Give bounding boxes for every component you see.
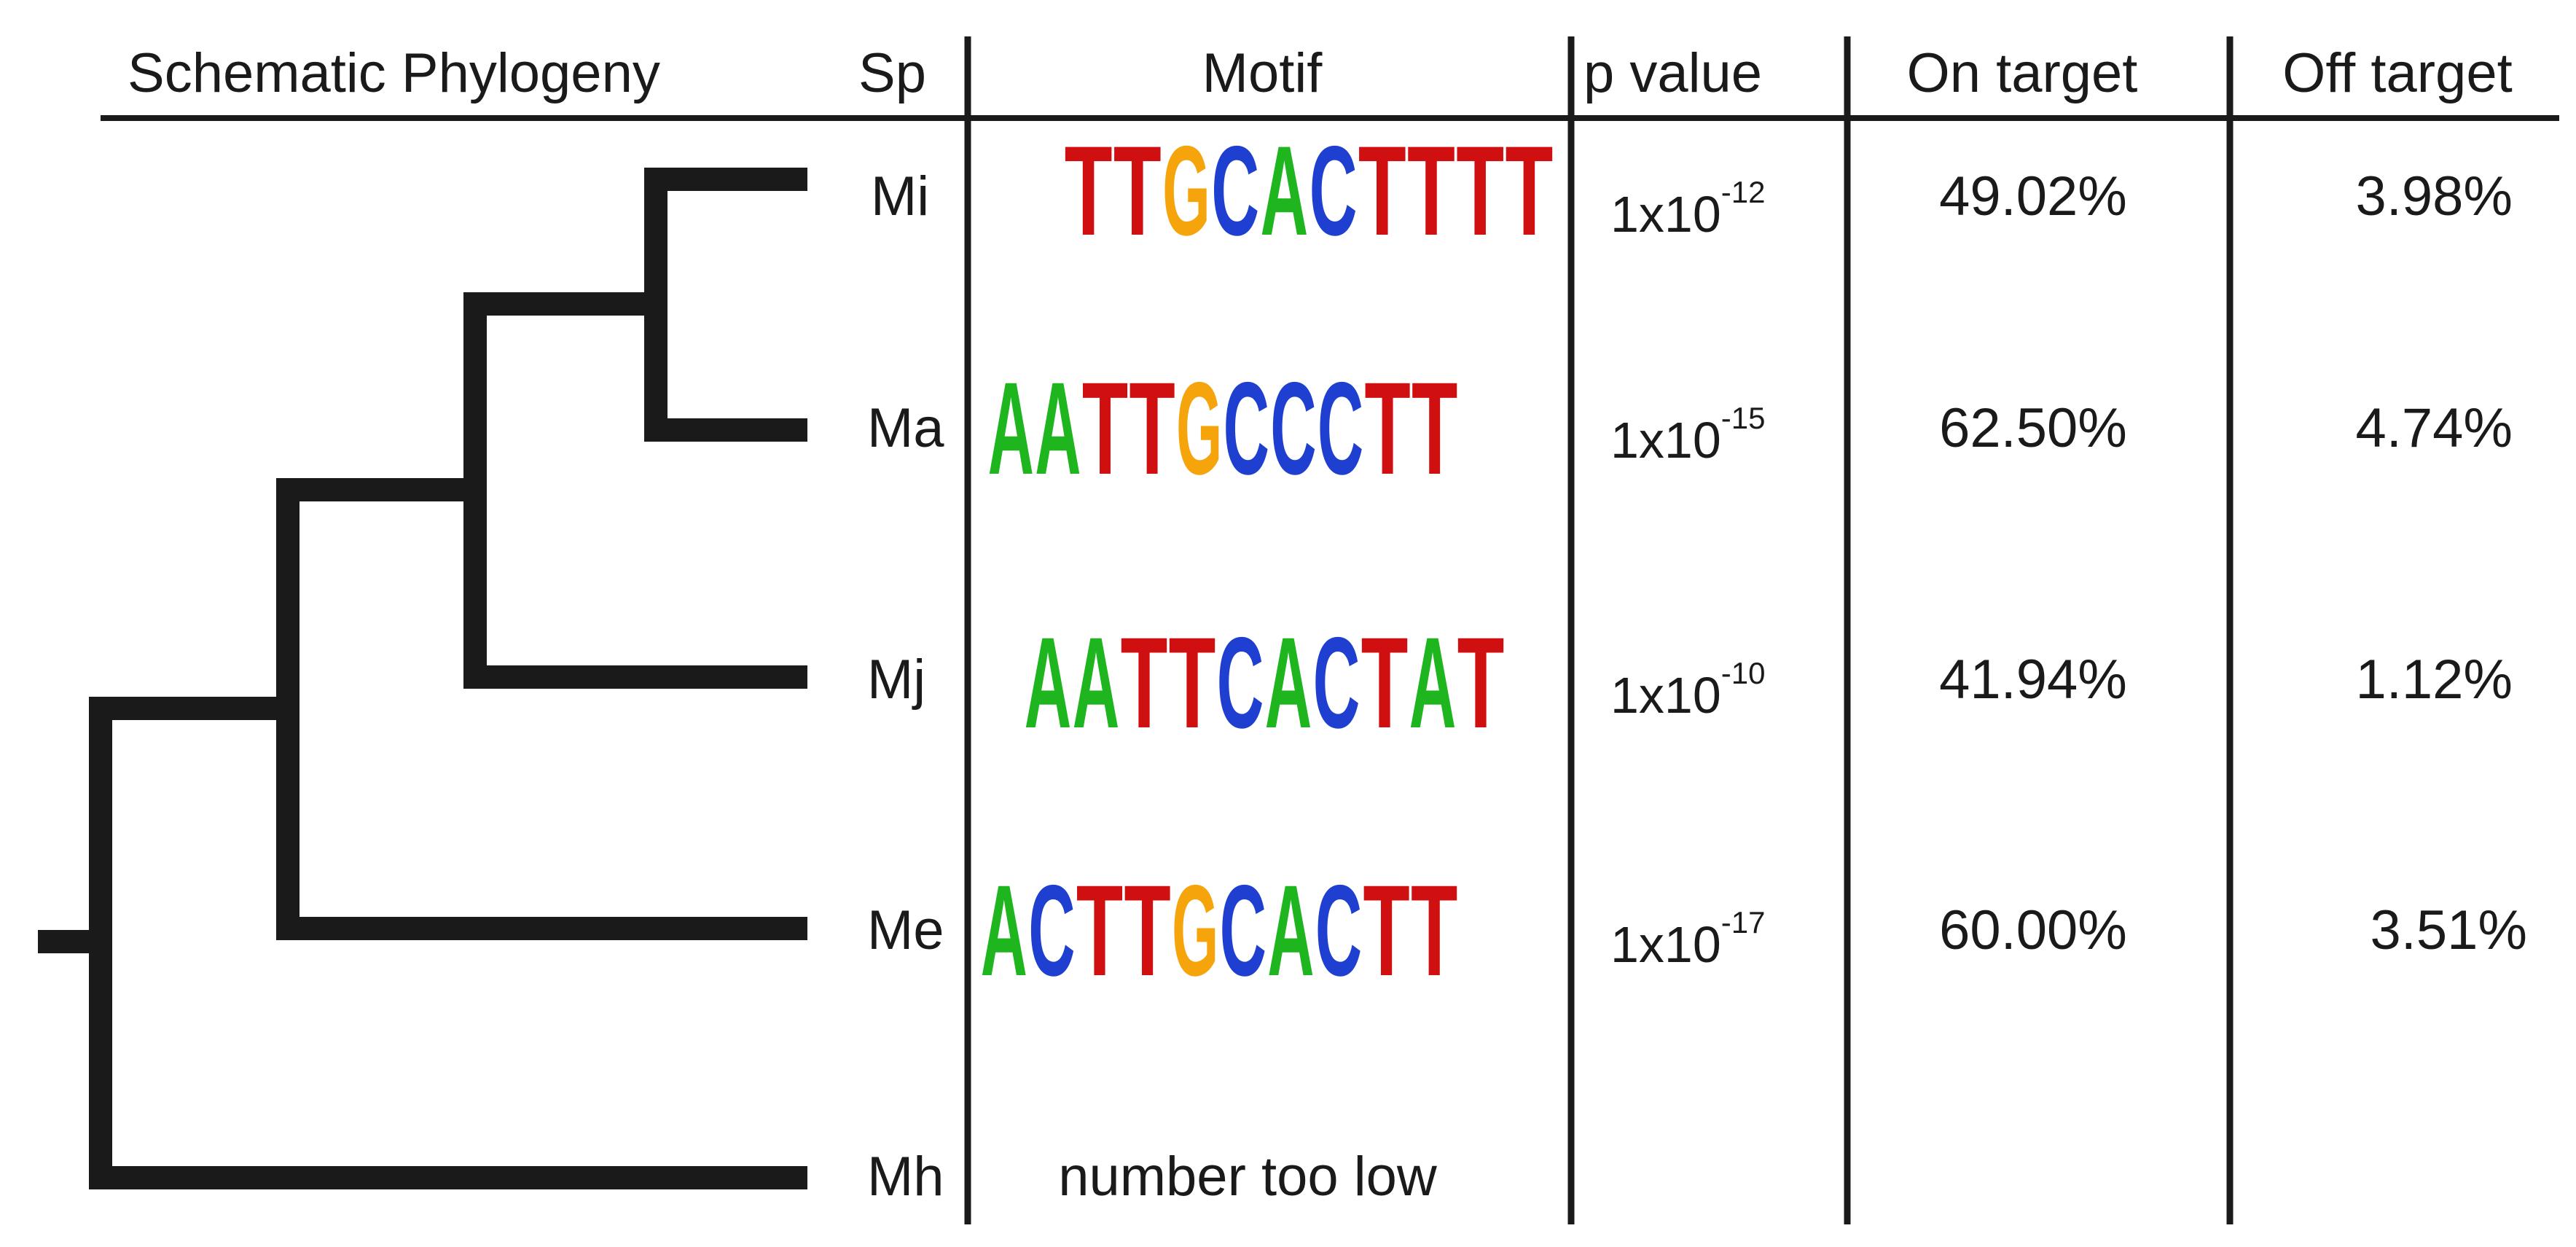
header-phylogeny: Schematic Phylogeny xyxy=(128,42,660,104)
motif-letter: T xyxy=(1364,356,1410,502)
motif-letter: G xyxy=(1176,354,1222,501)
pvalue-base: 1x10 xyxy=(1610,412,1721,469)
on-target-ma: 62.50% xyxy=(1939,397,2127,459)
motif-letter: T xyxy=(1412,356,1457,502)
motif-letter: C xyxy=(1224,356,1269,502)
motif-letter: T xyxy=(1411,858,1457,1002)
motif-letter: T xyxy=(1113,119,1162,262)
pvalue-exponent: -12 xyxy=(1721,175,1766,209)
pvalue-ma: 1x10-15 xyxy=(1610,401,1766,469)
motif-letter: T xyxy=(1082,356,1128,502)
off-target-ma: 4.74% xyxy=(2356,397,2513,459)
pvalue-base: 1x10 xyxy=(1610,916,1721,973)
motif-letter: A xyxy=(1409,611,1457,755)
motif-letter: G xyxy=(1172,859,1218,1003)
species-label-mh: Mh xyxy=(867,1146,944,1208)
pvalue-exponent: -15 xyxy=(1721,401,1766,435)
motif-letter: C xyxy=(1309,120,1358,262)
motif-letter: C xyxy=(1313,611,1361,755)
motif-letter: C xyxy=(1270,356,1316,502)
motif-letter: C xyxy=(1220,858,1267,1003)
pvalue-base: 1x10 xyxy=(1610,186,1721,243)
species-label-ma: Ma xyxy=(867,397,944,459)
on-target-me: 60.00% xyxy=(1939,899,2127,961)
species-label-mi: Mi xyxy=(871,165,929,227)
motif-note-mh: number too low xyxy=(1058,1146,1438,1208)
header-off-target: Off target xyxy=(2282,42,2512,104)
motif-letter: C xyxy=(1315,858,1362,1003)
motif-letter: T xyxy=(1358,119,1406,262)
motif-letter: T xyxy=(1121,611,1168,756)
motif-letter: A xyxy=(1265,611,1312,755)
header-species: Sp xyxy=(858,42,926,104)
on-target-mi: 49.02% xyxy=(1939,165,2127,227)
off-target-mj: 1.12% xyxy=(2356,649,2513,711)
motif-letter: A xyxy=(1025,611,1072,755)
motif-letter: C xyxy=(1318,356,1363,502)
pvalue-exponent: -17 xyxy=(1721,905,1766,939)
motif-letter: A xyxy=(1267,858,1314,1003)
motif-letter: T xyxy=(1457,611,1505,756)
off-target-mi: 3.98% xyxy=(2356,165,2513,227)
motif-letter: A xyxy=(1260,120,1308,262)
phylogeny-tree xyxy=(38,168,807,1189)
motif-letter: C xyxy=(1028,858,1075,1003)
motif-letter: T xyxy=(1129,356,1175,502)
motif-letter: T xyxy=(1361,611,1409,756)
motif-letter: A xyxy=(1073,611,1120,755)
pvalue-exponent: -10 xyxy=(1721,656,1766,690)
pvalue-mi: 1x10-12 xyxy=(1610,175,1766,243)
pvalue-base: 1x10 xyxy=(1610,667,1721,724)
motif-letter: G xyxy=(1162,120,1210,262)
motif-letter: A xyxy=(1035,356,1081,502)
on-target-mj: 41.94% xyxy=(1939,649,2127,711)
motif-letter: T xyxy=(1065,119,1113,262)
motif-letter: T xyxy=(1076,858,1123,1002)
motif-letter: T xyxy=(1407,119,1455,262)
off-target-me: 3.51% xyxy=(2371,899,2528,961)
motif-letter: T xyxy=(1124,858,1170,1002)
species-label-me: Me xyxy=(867,899,944,961)
motif-letter: C xyxy=(1217,611,1264,755)
motif-letter: A xyxy=(988,356,1034,502)
motif-letter: T xyxy=(1363,858,1409,1002)
header-on-target: On target xyxy=(1907,42,2138,104)
species-label-mj: Mj xyxy=(867,649,925,711)
header-pvalue: p value xyxy=(1583,42,1762,104)
motif-logos: T T G C A C T T T TA A T T G C C C T TA A T T C A C T A TA C T T G C A C T T xyxy=(981,119,1554,1003)
header-motif: Motif xyxy=(1202,42,1323,104)
pvalue-mj: 1x10-10 xyxy=(1610,656,1766,724)
motif-letter: C xyxy=(1211,120,1259,262)
motif-letter: A xyxy=(981,858,1027,1003)
pvalue-me: 1x10-17 xyxy=(1610,905,1766,973)
motif-letter: T xyxy=(1169,611,1216,756)
motif-letter: T xyxy=(1505,119,1553,262)
motif-letter: T xyxy=(1456,119,1504,262)
